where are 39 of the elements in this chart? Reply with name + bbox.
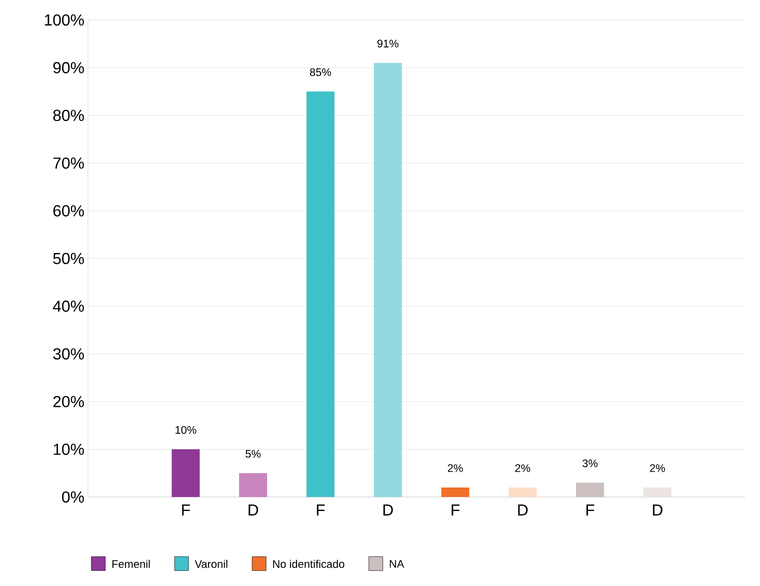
data-label: 2% xyxy=(448,464,463,472)
x-tick-label: D xyxy=(248,504,258,516)
x-tick-label: F xyxy=(182,504,190,516)
y-tick-label: 50% xyxy=(53,252,84,264)
x-tick-label: D xyxy=(652,504,662,516)
data-label: 2% xyxy=(650,464,665,472)
bar xyxy=(508,487,537,497)
y-tick-label: 100% xyxy=(44,14,84,26)
y-tick-label: 60% xyxy=(53,205,84,216)
data-label: 85% xyxy=(310,68,332,76)
data-label: 91% xyxy=(377,40,398,48)
y-tick-label: 70% xyxy=(53,157,84,169)
x-tick-label: D xyxy=(383,504,393,516)
legend-label: NA xyxy=(390,560,404,568)
bar xyxy=(374,62,402,497)
bar xyxy=(306,92,334,497)
x-tick-label: F xyxy=(452,504,460,516)
data-label: 10% xyxy=(176,426,196,434)
y-tick-label: 10% xyxy=(54,444,84,455)
legend-label: Varonil xyxy=(194,560,228,568)
x-tick-label: D xyxy=(518,504,528,516)
y-tick-label: 20% xyxy=(53,396,84,408)
bar xyxy=(239,473,268,497)
bar xyxy=(172,449,200,497)
bar xyxy=(441,487,470,497)
y-tick-label: 0% xyxy=(62,491,84,503)
data-label: 2% xyxy=(515,464,530,472)
bar xyxy=(643,487,672,497)
x-tick-label: F xyxy=(586,504,594,516)
data-label: 5% xyxy=(246,450,261,458)
y-tick-label: 40% xyxy=(52,300,84,312)
y-tick-label: 30% xyxy=(53,348,84,360)
legend-label: No identificado xyxy=(273,560,344,568)
bar xyxy=(576,482,604,497)
y-tick-label: 80% xyxy=(53,110,84,122)
legend-label: Femenil xyxy=(112,560,150,568)
data-label: 3% xyxy=(582,459,598,468)
y-tick-label: 90% xyxy=(53,62,84,74)
x-tick-label: F xyxy=(316,504,325,516)
